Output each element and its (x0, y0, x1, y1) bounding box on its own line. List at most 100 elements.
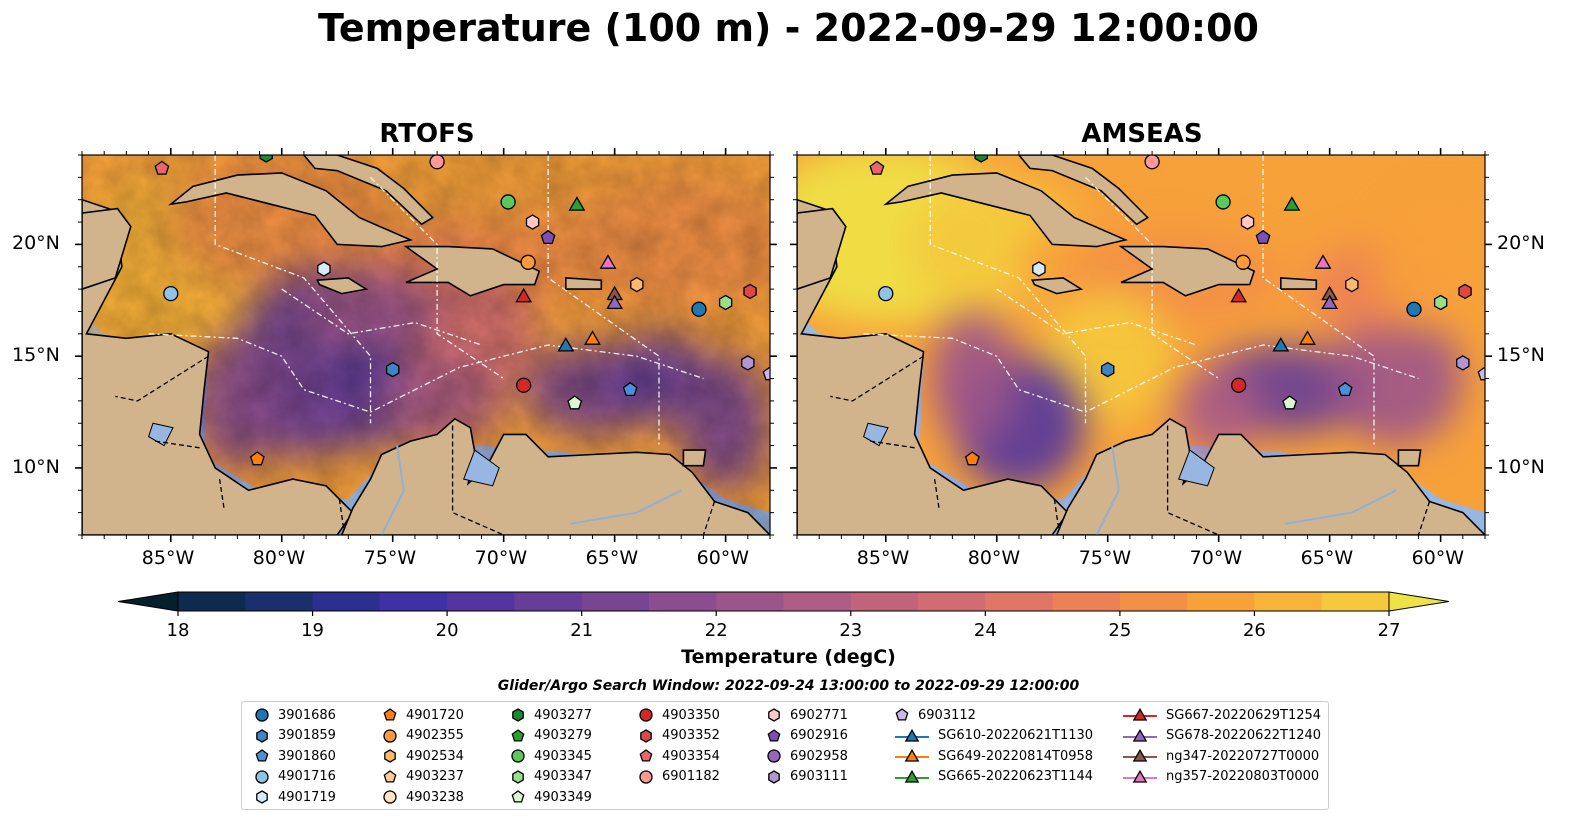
legend-item-label: 6902916 (790, 728, 848, 743)
float-marker-6901182 (1144, 155, 1160, 170)
circle-marker-icon (255, 769, 269, 784)
float-marker-SG665-20220623T1144 (568, 196, 586, 211)
float-marker-6903111 (741, 355, 755, 371)
legend-item-4903237: 4903237 (382, 768, 464, 786)
legend-item-label: SG649-20220814T0958 (938, 748, 1094, 764)
river (380, 445, 405, 535)
river (1095, 445, 1120, 535)
legend-item-4903349: 4903349 (510, 788, 592, 806)
float-marker-4901720 (964, 451, 980, 466)
float-marker-4903345 (500, 194, 516, 210)
float-marker-3901860 (1337, 381, 1353, 397)
float-marker-4903347 (1433, 294, 1448, 311)
float-marker-4901719 (1032, 261, 1046, 277)
colorbar-segment (379, 592, 448, 611)
float-marker-4903350 (516, 377, 532, 393)
lon-tick-label: 65°W (585, 547, 639, 569)
colorbar-tick-label: 22 (704, 620, 728, 641)
triangle-marker-icon (1123, 748, 1157, 762)
lat-tick-label: 20°N (12, 232, 60, 255)
float-marker-ng357-20220803T0000 (1314, 254, 1332, 269)
float-marker-4901716 (163, 285, 179, 302)
float-marker-4902534 (1345, 276, 1359, 293)
legend-item-6903111: 6903111 (766, 768, 848, 786)
float-marker-4903354 (154, 160, 170, 175)
legend-item-label: 4902355 (406, 728, 464, 743)
land-puertorico (1280, 277, 1318, 290)
float-marker-4903277 (259, 155, 273, 163)
eez-boundary (929, 155, 1087, 424)
float-marker-4903349 (567, 395, 583, 410)
colorbar-tick-label: 26 (1242, 620, 1266, 641)
float-marker-6903111 (1456, 355, 1470, 371)
legend-item-4903277: 4903277 (510, 706, 592, 724)
pentagon-marker-icon (383, 708, 397, 721)
legend-item-label: 4903238 (406, 789, 464, 805)
legend-item-label: 4903345 (534, 748, 592, 764)
lon-tick-label: 75°W (363, 547, 417, 569)
legend-item-6902771: 6902771 (766, 706, 848, 724)
legend-item-label: 4903354 (662, 748, 720, 764)
lon-tick-label: 85°W (856, 547, 910, 569)
figure-title: Temperature (100 m) - 2022-09-29 12:00:0… (317, 6, 1259, 50)
colorbar-segment (178, 592, 246, 611)
legend-item-label: 6902958 (790, 748, 848, 764)
lat-tick-label: 15°N (12, 344, 60, 367)
legend-item-4903352: 4903352 (638, 727, 720, 745)
lake-nicaragua (147, 422, 174, 447)
panel-title-rtofs: RTOFS (379, 119, 475, 149)
float-marker-4903352 (743, 283, 757, 300)
legend-item-label: SG667-20220629T1254 (1166, 707, 1322, 723)
lon-tick-label: 70°W (474, 547, 528, 569)
eez-boundary (547, 155, 660, 446)
map-panel-rtofs (75, 148, 777, 542)
circle-marker-icon (767, 749, 781, 763)
land-jamaica (1031, 277, 1084, 295)
legend-item-label: 4903352 (662, 728, 720, 743)
float-marker-6902771 (1240, 214, 1255, 230)
colorbar-segment (850, 592, 919, 611)
pentagon-marker-icon (639, 749, 653, 762)
legend-item-3901859: 3901859 (254, 727, 336, 745)
legend-item-label: 4903347 (534, 769, 592, 784)
float-marker-6902916 (1255, 229, 1271, 245)
colorbar-segment (1119, 592, 1188, 611)
country-border (451, 425, 504, 535)
legend-item-3901686: 3901686 (254, 706, 336, 724)
float-marker-SG610-20220621T1130 (1272, 337, 1290, 352)
float-marker-SG667-20220629T1254 (1230, 287, 1248, 303)
country-border (218, 479, 225, 509)
colorbar-tick-label: 18 (166, 620, 190, 641)
legend-item-4902534: 4902534 (382, 747, 464, 765)
legend-item-label: 6902771 (790, 707, 848, 723)
legend-item-6901182: 6901182 (638, 768, 720, 786)
colorbar-tick-label: 27 (1377, 620, 1401, 641)
legend-item-ng347-20220727T0000: ng347-20220727T0000 (1122, 747, 1319, 765)
colorbar (117, 591, 1450, 616)
colorbar-segment (447, 592, 515, 611)
land-trinidad (1397, 449, 1422, 467)
triangle-marker-icon (895, 769, 929, 783)
country-border (1053, 499, 1060, 531)
legend-item-label: 4901720 (406, 707, 464, 723)
float-marker-6901182 (429, 155, 445, 170)
legend-item-label: 4903350 (662, 707, 720, 723)
colorbar-segment (312, 592, 381, 611)
country-border (115, 355, 209, 402)
land-yucatan (82, 207, 132, 290)
legend-item-label: 4903237 (406, 769, 464, 784)
hexagon-marker-icon (768, 708, 780, 722)
lon-tick-label: 60°W (696, 547, 750, 569)
colorbar-segment (716, 592, 785, 611)
float-marker-4903349 (1282, 395, 1298, 410)
legend-item-4903279: 4903279 (510, 727, 592, 745)
lon-tick-label: 85°W (141, 547, 195, 569)
triangle-marker-icon (895, 748, 929, 762)
float-marker-3901859 (1100, 361, 1115, 378)
lake-maracaibo (463, 449, 500, 487)
pentagon-marker-icon (767, 728, 781, 742)
legend-item-4902355: 4902355 (382, 727, 464, 745)
float-marker-4901719 (317, 261, 331, 277)
float-marker-SG610-20220621T1130 (557, 337, 575, 352)
float-marker-6903112 (1477, 366, 1485, 381)
